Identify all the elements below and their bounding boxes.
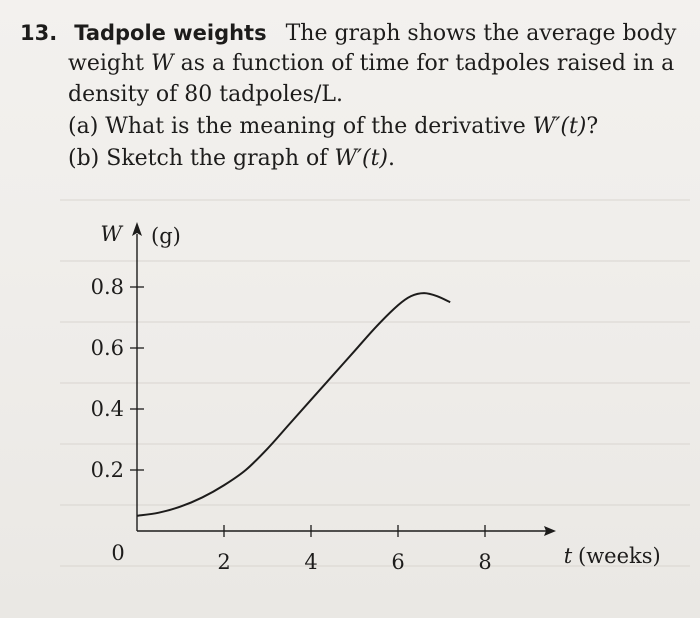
part-a-text: What is the meaning of the derivative <box>105 114 533 139</box>
background-grid <box>60 199 690 567</box>
intro-2a: weight <box>68 51 151 76</box>
problem-intro-1: The graph shows the average body <box>285 21 677 46</box>
part-a-label: (a) <box>68 114 99 139</box>
x-tick-label-6: 6 <box>391 550 404 574</box>
part-a-end: ? <box>586 114 599 139</box>
y-tick-label-0.8: 0.8 <box>91 275 124 299</box>
origin-label: 0 <box>111 541 124 565</box>
problem-line-2: weight W as a function of time for tadpo… <box>68 49 674 79</box>
x-tick-label-4: 4 <box>304 550 317 574</box>
y-axis-arrow <box>132 222 142 236</box>
x-axis-unit-label: (weeks) <box>578 544 661 568</box>
x-axis-arrow <box>544 526 556 536</box>
part-b-text: Sketch the graph of <box>106 146 335 171</box>
x-tick-label-8: 8 <box>478 550 491 574</box>
y-tick-label-0.2: 0.2 <box>91 458 124 482</box>
y-tick-label-0.6: 0.6 <box>91 336 124 360</box>
part-a: (a) What is the meaning of the derivativ… <box>68 112 598 142</box>
problem-title: Tadpole weights <box>74 21 267 45</box>
chart-labels: 2 4 6 8 0.2 0.4 0.6 0.8 0 W (g) t (weeks) <box>91 222 661 574</box>
intro-2-var: W <box>150 51 174 76</box>
part-b-label: (b) <box>68 146 100 171</box>
chart-ticks <box>130 286 486 537</box>
part-b-end: . <box>388 146 395 171</box>
x-tick-label-2: 2 <box>217 550 230 574</box>
y-axis-unit-label: (g) <box>151 224 181 248</box>
y-tick-label-0.4: 0.4 <box>91 397 124 421</box>
y-axis-var-label: W <box>100 222 124 246</box>
part-b-expr: W′(t) <box>334 146 388 171</box>
part-a-expr: W′(t) <box>532 114 587 139</box>
chart-axes <box>132 222 556 536</box>
weight-curve <box>136 292 451 517</box>
x-axis-var-label: t <box>564 544 573 568</box>
intro-3: density of 80 tadpoles/L. <box>68 82 343 107</box>
problem-line-1: 13. Tadpole weights The graph shows the … <box>20 18 676 49</box>
problem-line-3: density of 80 tadpoles/L. <box>68 80 343 110</box>
problem-number: 13. <box>20 21 58 45</box>
part-b: (b) Sketch the graph of W′(t). <box>68 144 395 174</box>
intro-2b: as a function of time for tadpoles raise… <box>173 51 675 76</box>
chart-curve <box>136 292 451 517</box>
